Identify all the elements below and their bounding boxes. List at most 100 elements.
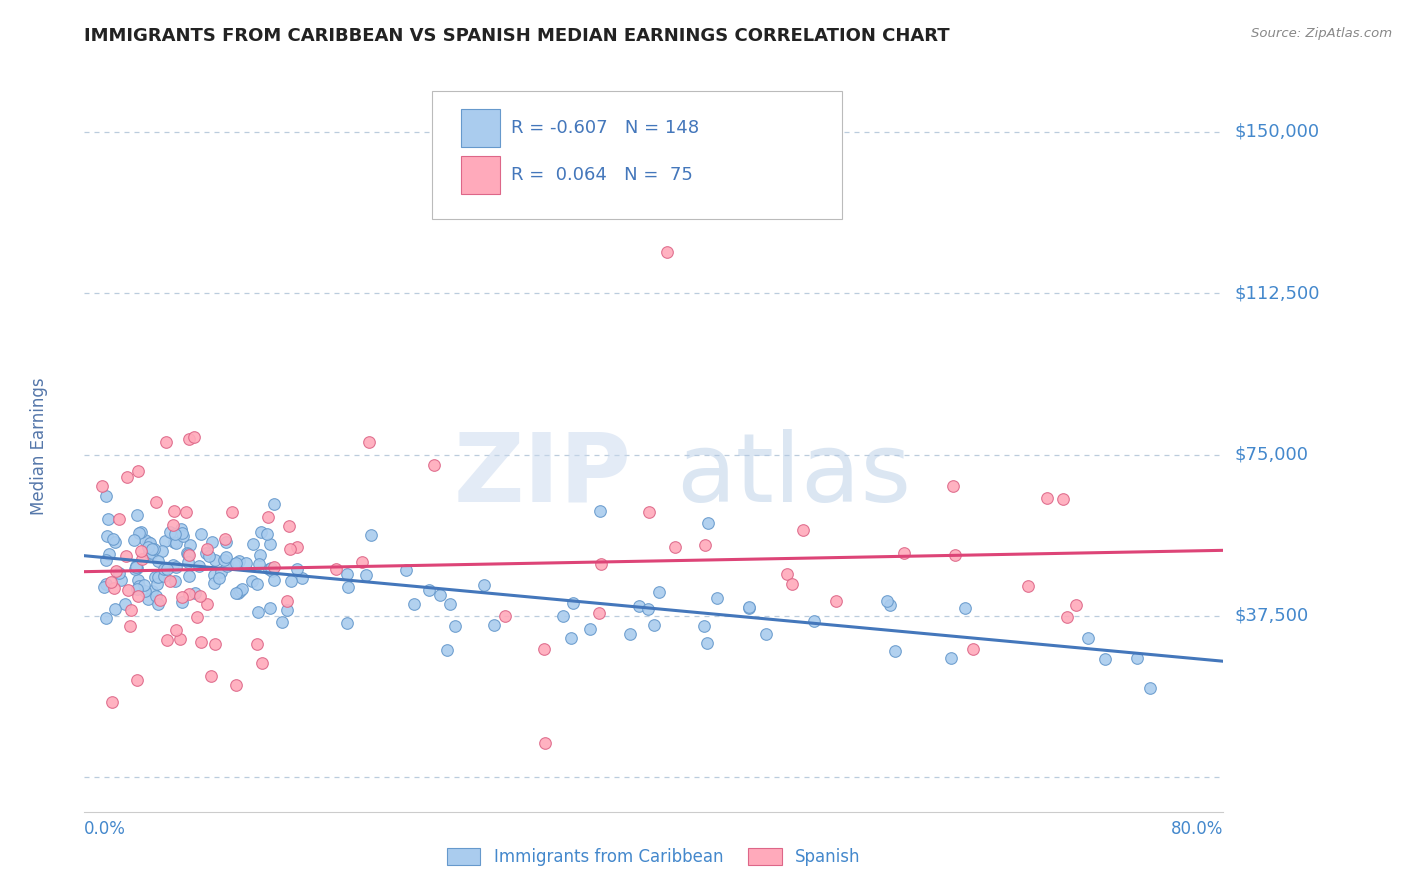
- Point: [176, 545, 198, 559]
- Point: [336, 567, 359, 582]
- Point: [186, 610, 208, 624]
- Point: [172, 590, 194, 604]
- Point: [134, 584, 156, 599]
- Point: [482, 618, 505, 632]
- Point: [153, 562, 176, 576]
- Point: [131, 551, 153, 566]
- Point: [165, 574, 187, 589]
- Point: [591, 558, 613, 572]
- Point: [125, 561, 148, 575]
- Point: [117, 582, 139, 597]
- Point: [114, 597, 136, 611]
- Point: [225, 678, 247, 692]
- Point: [263, 573, 285, 587]
- Point: [354, 567, 377, 582]
- Point: [155, 562, 177, 576]
- Point: [893, 546, 915, 560]
- Point: [94, 611, 117, 625]
- Point: [588, 606, 610, 620]
- Point: [404, 597, 426, 611]
- Point: [260, 561, 283, 575]
- Point: [738, 600, 761, 615]
- Point: [177, 432, 200, 446]
- Point: [156, 632, 179, 647]
- Point: [138, 545, 160, 559]
- Point: [138, 591, 160, 606]
- Point: [693, 618, 716, 632]
- Point: [134, 533, 156, 547]
- Point: [240, 574, 263, 589]
- Point: [136, 534, 159, 549]
- Point: [136, 540, 159, 554]
- Point: [204, 553, 226, 567]
- Point: [97, 512, 120, 526]
- Point: [128, 579, 150, 593]
- Point: [163, 504, 186, 518]
- Point: [1052, 491, 1074, 506]
- Point: [336, 615, 359, 630]
- Point: [105, 564, 128, 578]
- Point: [256, 510, 278, 524]
- Point: [101, 695, 124, 709]
- Point: [628, 599, 651, 613]
- Point: [280, 542, 302, 557]
- Point: [149, 593, 172, 607]
- Point: [1139, 681, 1161, 695]
- Point: [100, 574, 122, 589]
- Point: [643, 617, 665, 632]
- Point: [228, 586, 250, 600]
- Point: [551, 608, 574, 623]
- Point: [494, 609, 516, 624]
- Point: [153, 534, 176, 549]
- Point: [165, 623, 187, 637]
- Point: [150, 544, 173, 558]
- Point: [145, 495, 167, 509]
- Point: [824, 593, 846, 607]
- Point: [276, 603, 298, 617]
- Point: [125, 508, 148, 522]
- Point: [803, 614, 825, 628]
- Point: [472, 578, 495, 592]
- Point: [184, 586, 207, 600]
- Point: [697, 516, 720, 531]
- Point: [134, 578, 156, 592]
- Point: [246, 637, 269, 651]
- Point: [97, 547, 120, 561]
- Point: [325, 562, 347, 576]
- Point: [1064, 599, 1087, 613]
- Point: [179, 587, 201, 601]
- Point: [115, 549, 138, 564]
- Point: [96, 529, 118, 543]
- Point: [141, 541, 163, 556]
- Point: [101, 533, 124, 547]
- Point: [162, 558, 184, 572]
- Point: [214, 553, 236, 567]
- Point: [225, 586, 247, 600]
- Point: [115, 469, 138, 483]
- Point: [209, 565, 232, 579]
- Text: 0.0%: 0.0%: [84, 821, 127, 838]
- Point: [657, 245, 679, 260]
- Point: [172, 595, 194, 609]
- Point: [163, 534, 186, 549]
- Point: [336, 580, 359, 594]
- Point: [93, 580, 115, 594]
- Point: [706, 591, 728, 605]
- Text: $75,000: $75,000: [1234, 446, 1309, 464]
- Point: [359, 434, 381, 449]
- Point: [235, 556, 257, 570]
- Point: [146, 570, 169, 584]
- Point: [125, 559, 148, 574]
- Point: [165, 559, 187, 574]
- Point: [204, 636, 226, 650]
- Point: [172, 525, 194, 540]
- Point: [884, 643, 907, 657]
- Point: [436, 642, 458, 657]
- Point: [104, 602, 127, 616]
- Point: [263, 559, 285, 574]
- Point: [96, 576, 118, 591]
- Point: [146, 577, 169, 591]
- Point: [696, 636, 718, 650]
- Point: [1077, 631, 1099, 645]
- Point: [190, 635, 212, 649]
